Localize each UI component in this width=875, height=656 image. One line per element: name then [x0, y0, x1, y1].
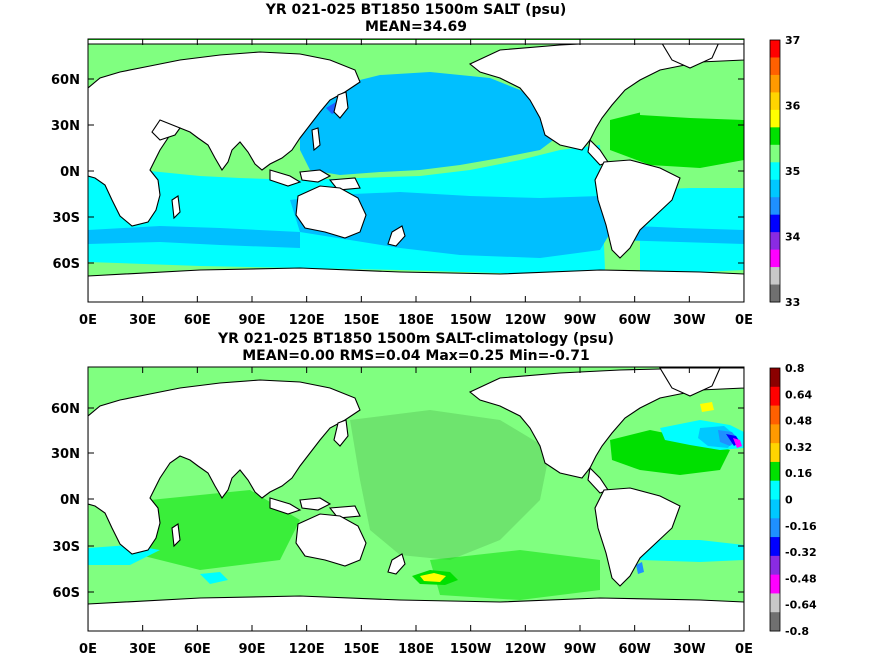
- top-panel-mean: MEAN=34.69: [364, 19, 468, 35]
- lon-label: 60W: [618, 642, 650, 656]
- lon-label: 30W: [673, 313, 705, 328]
- colorbar-swatch: [770, 612, 780, 632]
- lon-label: 180E: [398, 313, 434, 328]
- lon-label: 120E: [289, 313, 325, 328]
- south-pacific-positive-anomaly: [420, 573, 446, 582]
- lon-label: 90E: [239, 642, 266, 656]
- colorbar-swatch: [770, 232, 780, 251]
- lat-label: 30N: [51, 447, 80, 462]
- land-masses: [88, 367, 744, 631]
- colorbar-swatch: [770, 267, 780, 286]
- lat-label: 30S: [53, 211, 80, 226]
- colorbar-swatch: [770, 574, 780, 594]
- lon-label: 60E: [184, 642, 211, 656]
- lat-label: 60N: [51, 73, 80, 88]
- colorbar-label: 0.32: [785, 441, 812, 454]
- lon-label: 60E: [184, 313, 211, 328]
- lat-label: 60S: [53, 586, 80, 601]
- colorbar-label: 0.64: [785, 388, 812, 401]
- lon-label: 120W: [505, 642, 546, 656]
- colorbar-label: -0.64: [785, 599, 817, 612]
- colorbar-label: -0.16: [785, 520, 817, 533]
- colorbar-swatch: [770, 40, 780, 58]
- colorbar-swatch: [770, 109, 780, 128]
- lon-label: 90W: [564, 313, 596, 328]
- colorbar-label: 0.8: [785, 362, 805, 375]
- colorbar-swatch: [770, 593, 780, 613]
- colorbar-swatch: [770, 284, 780, 303]
- colorbar-swatch: [770, 405, 780, 425]
- bottom-panel-stats: MEAN=0.00 RMS=0.04 Max=0.25 Min=-0.71: [242, 348, 590, 364]
- bottom-colorbar: 0.8 0.64 0.48 0.32 0.16 0 -0.16 -0.32 -0.48 -0.64…: [769, 362, 817, 638]
- lon-label: 60W: [618, 313, 650, 328]
- colorbar-swatch: [770, 480, 780, 500]
- colorbar-swatch: [770, 537, 780, 557]
- colorbar-label: 0.48: [785, 415, 812, 428]
- lat-label: 0N: [60, 493, 80, 508]
- colorbar-label: -0.32: [785, 546, 817, 559]
- colorbar-label: -0.8: [785, 625, 809, 638]
- bottom-panel-title: YR 021-025 BT1850 1500m SALT-climatology…: [217, 331, 615, 347]
- colorbar-swatch: [770, 386, 780, 407]
- colorbar-label: 37: [785, 34, 800, 47]
- colorbar-label: 0.16: [785, 467, 812, 480]
- lat-label: 30N: [51, 119, 80, 134]
- salinity-anomaly-map-panel: [88, 367, 744, 631]
- lon-label: 30E: [129, 642, 156, 656]
- lon-label: 90W: [564, 642, 596, 656]
- colorbar-frame: [769, 39, 781, 303]
- colorbar-swatch: [770, 127, 780, 146]
- lon-label: 180E: [398, 642, 434, 656]
- colorbar-swatch: [770, 214, 780, 233]
- colorbar-swatch: [770, 179, 780, 198]
- lat-label: 30S: [53, 540, 80, 555]
- colorbar-label: -0.48: [785, 572, 817, 585]
- colorbar-label: 33: [785, 296, 800, 309]
- lon-label: 0E: [79, 642, 97, 656]
- land-masses: [88, 39, 744, 302]
- colorbar-swatch: [770, 92, 780, 111]
- colorbar-label: 36: [785, 100, 801, 113]
- lon-label: 150W: [450, 313, 491, 328]
- lat-label: 60N: [51, 402, 80, 417]
- colorbar-label: 0: [785, 494, 793, 507]
- lon-label: 30W: [673, 642, 705, 656]
- top-colorbar: 37 36 35 34 33: [769, 34, 801, 309]
- lon-label: 150W: [450, 642, 491, 656]
- nordic-seas-positive-anomaly: [700, 402, 714, 412]
- colorbar-swatch: [770, 555, 780, 576]
- colorbar-swatch: [770, 162, 780, 181]
- colorbar-swatch: [770, 518, 780, 538]
- colorbar-swatch: [770, 461, 780, 482]
- map-axes: 60N 30N 0N 30S 60S 0E 30E 60E 90E 120E 150E 180E 150…: [51, 39, 753, 656]
- colorbar-swatch: [770, 57, 780, 76]
- colorbar-swatch: [770, 144, 780, 163]
- colorbar-label: 34: [785, 231, 801, 244]
- colorbar-swatch: [770, 197, 780, 216]
- colorbar-swatch: [770, 443, 780, 463]
- lon-label: 0E: [79, 313, 97, 328]
- salinity-map-panel: [88, 39, 744, 302]
- lon-label: 30E: [129, 313, 156, 328]
- colorbar-swatch: [770, 74, 780, 93]
- top-panel-title: YR 021-025 BT1850 1500m SALT (psu): [265, 2, 567, 18]
- lon-label: 0E: [735, 642, 753, 656]
- lon-label: 150E: [343, 642, 379, 656]
- lat-label: 60S: [53, 257, 80, 272]
- colorbar-swatch: [770, 424, 780, 444]
- colorbar-frame: [769, 367, 781, 632]
- lon-label: 90E: [239, 313, 266, 328]
- colorbar-swatch: [770, 249, 780, 268]
- lon-label: 120E: [289, 642, 325, 656]
- colorbar-label: 35: [785, 165, 800, 178]
- lat-label: 0N: [60, 165, 80, 180]
- lon-label: 0E: [735, 313, 753, 328]
- colorbar-swatch: [770, 499, 780, 519]
- colorbar-swatch: [770, 368, 780, 388]
- lon-label: 150E: [343, 313, 379, 328]
- lon-label: 120W: [505, 313, 546, 328]
